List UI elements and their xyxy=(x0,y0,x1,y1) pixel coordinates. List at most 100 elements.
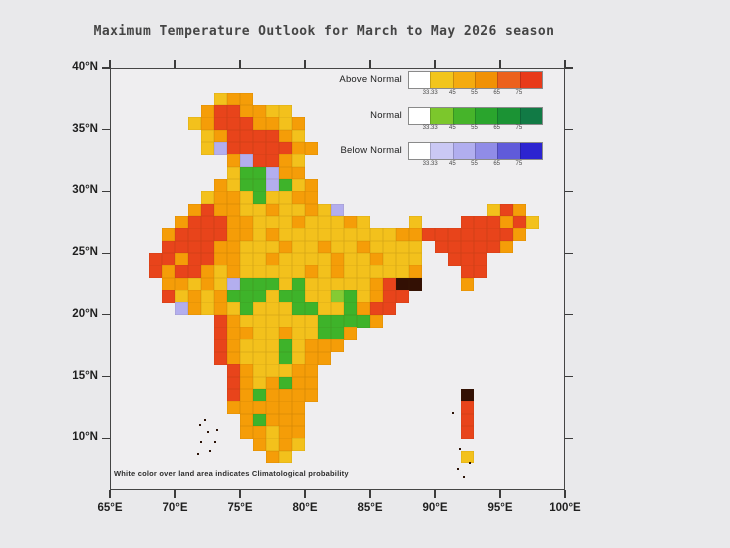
map-cell xyxy=(279,154,293,168)
x-axis-tick xyxy=(499,490,501,498)
map-cell xyxy=(240,413,254,427)
map-cell xyxy=(292,154,306,168)
y-axis-tick-right xyxy=(565,437,573,439)
map-cell xyxy=(279,142,293,155)
map-cell xyxy=(188,277,202,291)
legend-swatch xyxy=(409,143,431,159)
map-cell xyxy=(227,339,241,353)
map-cell xyxy=(318,290,332,303)
map-cell xyxy=(240,154,254,168)
map-cell xyxy=(292,376,306,390)
map-cell xyxy=(370,240,384,254)
y-axis-tick xyxy=(102,190,110,192)
map-cell xyxy=(292,129,306,143)
map-cell xyxy=(253,290,267,303)
legend-swatch xyxy=(497,143,520,159)
map-cell xyxy=(162,253,176,266)
x-axis-label: 80°E xyxy=(292,502,318,514)
legend-swatch xyxy=(430,143,453,159)
map-cell xyxy=(409,216,423,229)
map-cell xyxy=(266,302,280,316)
map-cell xyxy=(292,265,306,279)
map-cell xyxy=(500,203,514,217)
y-axis-label: 10°N xyxy=(72,431,98,444)
map-cell xyxy=(331,240,345,254)
map-cell xyxy=(292,314,306,328)
map-cell xyxy=(305,302,319,316)
map-cell xyxy=(201,240,215,254)
map-cell xyxy=(266,142,280,155)
map-cell xyxy=(214,105,228,118)
map-cell xyxy=(214,203,228,217)
map-cell xyxy=(266,253,280,266)
map-cell xyxy=(240,179,254,192)
map-cell xyxy=(227,253,241,266)
map-cell xyxy=(305,314,319,328)
map-cell xyxy=(214,265,228,279)
map-cell xyxy=(253,166,267,180)
x-axis-tick-top xyxy=(564,60,566,68)
map-cell xyxy=(318,327,332,340)
map-cell xyxy=(227,179,241,192)
footnote: White color over land area indicates Cli… xyxy=(114,469,349,478)
map-cell xyxy=(331,339,345,353)
map-cell xyxy=(331,265,345,279)
map-cell xyxy=(253,129,267,143)
map-cell xyxy=(461,401,475,414)
map-cell xyxy=(253,376,267,390)
map-cell xyxy=(162,265,176,279)
island-speck xyxy=(469,462,471,464)
map-cell xyxy=(279,401,293,414)
map-cell xyxy=(266,425,280,439)
map-cell xyxy=(240,376,254,390)
legend-swatch xyxy=(409,107,431,124)
x-axis-tick xyxy=(434,490,436,498)
map-cell xyxy=(383,265,397,279)
map-cell xyxy=(214,290,228,303)
map-cell xyxy=(409,240,423,254)
y-axis-tick xyxy=(102,437,110,439)
map-cell xyxy=(240,425,254,439)
x-axis-tick-top xyxy=(499,60,501,68)
map-cell xyxy=(305,203,319,217)
map-cell xyxy=(396,228,410,242)
x-axis-tick-top xyxy=(434,60,436,68)
map-cell xyxy=(357,265,371,279)
legend-swatch xyxy=(519,72,542,88)
map-cell xyxy=(487,216,501,229)
map-cell xyxy=(331,327,345,340)
map-cell xyxy=(370,228,384,242)
map-cell xyxy=(292,413,306,427)
map-cell xyxy=(292,228,306,242)
map-cell xyxy=(370,265,384,279)
map-cell xyxy=(461,425,475,439)
map-cell xyxy=(227,92,241,106)
map-cell xyxy=(474,228,488,242)
map-cell xyxy=(253,388,267,402)
map-cell xyxy=(201,117,215,131)
x-axis-label: 85°E xyxy=(357,502,383,514)
y-axis-label: 35°N xyxy=(72,122,98,135)
map-cell xyxy=(383,228,397,242)
y-axis-tick-right xyxy=(565,129,573,131)
map-cell xyxy=(240,216,254,229)
map-cell xyxy=(279,314,293,328)
map-cell xyxy=(292,425,306,439)
map-cell xyxy=(344,290,358,303)
map-cell xyxy=(318,216,332,229)
map-cell xyxy=(318,302,332,316)
map-cell xyxy=(227,277,241,291)
map-cell xyxy=(201,129,215,143)
map-cell xyxy=(396,240,410,254)
map-cell xyxy=(448,240,462,254)
map-cell xyxy=(331,314,345,328)
map-cell xyxy=(292,364,306,377)
map-cell xyxy=(461,253,475,266)
island-speck xyxy=(452,412,454,414)
map-cell xyxy=(253,277,267,291)
map-cell xyxy=(188,290,202,303)
map-cell xyxy=(188,216,202,229)
map-cell xyxy=(214,253,228,266)
map-cell xyxy=(292,117,306,131)
y-axis-tick xyxy=(102,67,110,69)
